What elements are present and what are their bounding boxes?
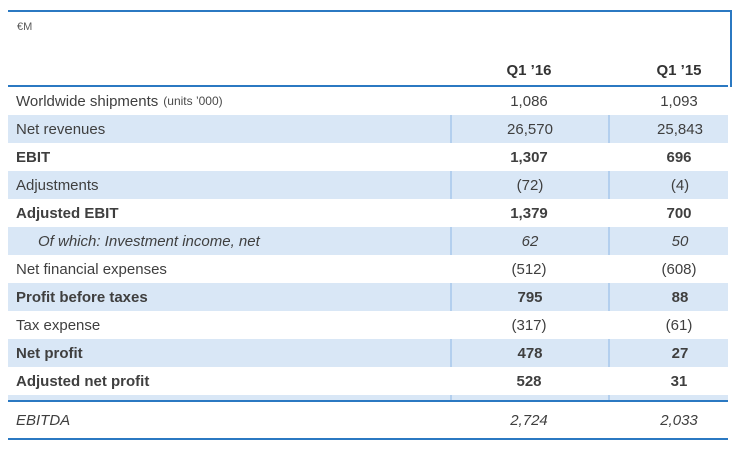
row-value-q1-16: 62 (450, 227, 608, 255)
table-row-worldwide-shipments: Worldwide shipments (units ’000) 1,086 1… (8, 87, 728, 115)
row-value-q1-16: (512) (511, 260, 547, 278)
row-value-q1-15: 1,093 (660, 92, 698, 110)
column-header-q1-16: Q1 ’16 (506, 61, 552, 79)
bottom-rule (8, 438, 728, 440)
table-row-adjusted-ebit: Adjusted EBIT 1,379 700 (8, 199, 728, 227)
row-label: Adjusted EBIT (16, 204, 119, 222)
pre-ebitda-rule (8, 400, 728, 402)
table-row-profit-before-taxes: Profit before taxes 795 88 (8, 283, 728, 311)
table-row-net-financial-expenses: Net financial expenses (512) (608) (8, 255, 728, 283)
table-bottom-filler-band (8, 395, 728, 400)
top-rule (8, 10, 732, 12)
table-row-adjusted-net-profit: Adjusted net profit 528 31 (8, 367, 728, 395)
row-value-q1-15: (4) (608, 171, 728, 199)
table-row-tax-expense: Tax expense (317) (61) (8, 311, 728, 339)
row-value-q1-15: 27 (608, 339, 728, 367)
row-value-q1-15: 696 (666, 148, 692, 166)
row-label: Adjustments (16, 176, 99, 194)
row-value-q1-16: 528 (516, 372, 542, 390)
row-value-q1-15: 700 (666, 204, 692, 222)
currency-unit-label: €M (17, 21, 33, 33)
row-label: Net revenues (16, 120, 106, 138)
row-value-q1-15: 50 (608, 227, 728, 255)
row-value-q1-15: (61) (665, 316, 693, 334)
row-label: Worldwide shipments (units ’000) (16, 92, 223, 110)
row-value-q1-15: 88 (608, 283, 728, 311)
row-value-q1-16: 2,724 (510, 411, 548, 429)
table-column-headers: Q1 ’16 Q1 ’15 (8, 56, 728, 84)
row-value-q1-16: 1,086 (510, 92, 548, 110)
row-value-q1-15: 31 (670, 372, 688, 390)
row-value-q1-16: 795 (450, 283, 608, 311)
row-value-q1-15: (608) (661, 260, 697, 278)
row-value-q1-16: (72) (450, 171, 608, 199)
row-label: Adjusted net profit (16, 372, 150, 390)
row-label: Profit before taxes (16, 288, 148, 306)
header-rule (8, 85, 728, 87)
table-row-ebit: EBIT 1,307 696 (8, 143, 728, 171)
table-row-net-revenues: Net revenues 26,570 25,843 (8, 115, 728, 143)
row-label: Net financial expenses (16, 260, 167, 278)
row-label: Of which: Investment income, net (38, 232, 260, 250)
table-body: Worldwide shipments (units ’000) 1,086 1… (8, 87, 728, 440)
table-row-adjustments: Adjustments (72) (4) (8, 171, 728, 199)
row-label: Net profit (16, 344, 83, 362)
row-value-q1-16: 1,379 (510, 204, 548, 222)
row-label: EBIT (16, 148, 51, 166)
table-row-investment-income: Of which: Investment income, net 62 50 (8, 227, 728, 255)
row-label-note: (units ’000) (163, 94, 223, 108)
right-edge-rule (730, 10, 732, 87)
row-label: Tax expense (16, 316, 101, 334)
row-value-q1-16: (317) (511, 316, 547, 334)
row-value-q1-15: 25,843 (608, 115, 728, 143)
table-row-ebitda: EBITDA 2,724 2,033 (8, 402, 728, 438)
row-value-q1-16: 1,307 (510, 148, 548, 166)
row-value-q1-16: 26,570 (450, 115, 608, 143)
column-header-q1-15: Q1 ’15 (656, 61, 702, 79)
row-value-q1-16: 478 (450, 339, 608, 367)
row-label: EBITDA (16, 411, 71, 429)
row-value-q1-15: 2,033 (660, 411, 698, 429)
table-row-net-profit: Net profit 478 27 (8, 339, 728, 367)
